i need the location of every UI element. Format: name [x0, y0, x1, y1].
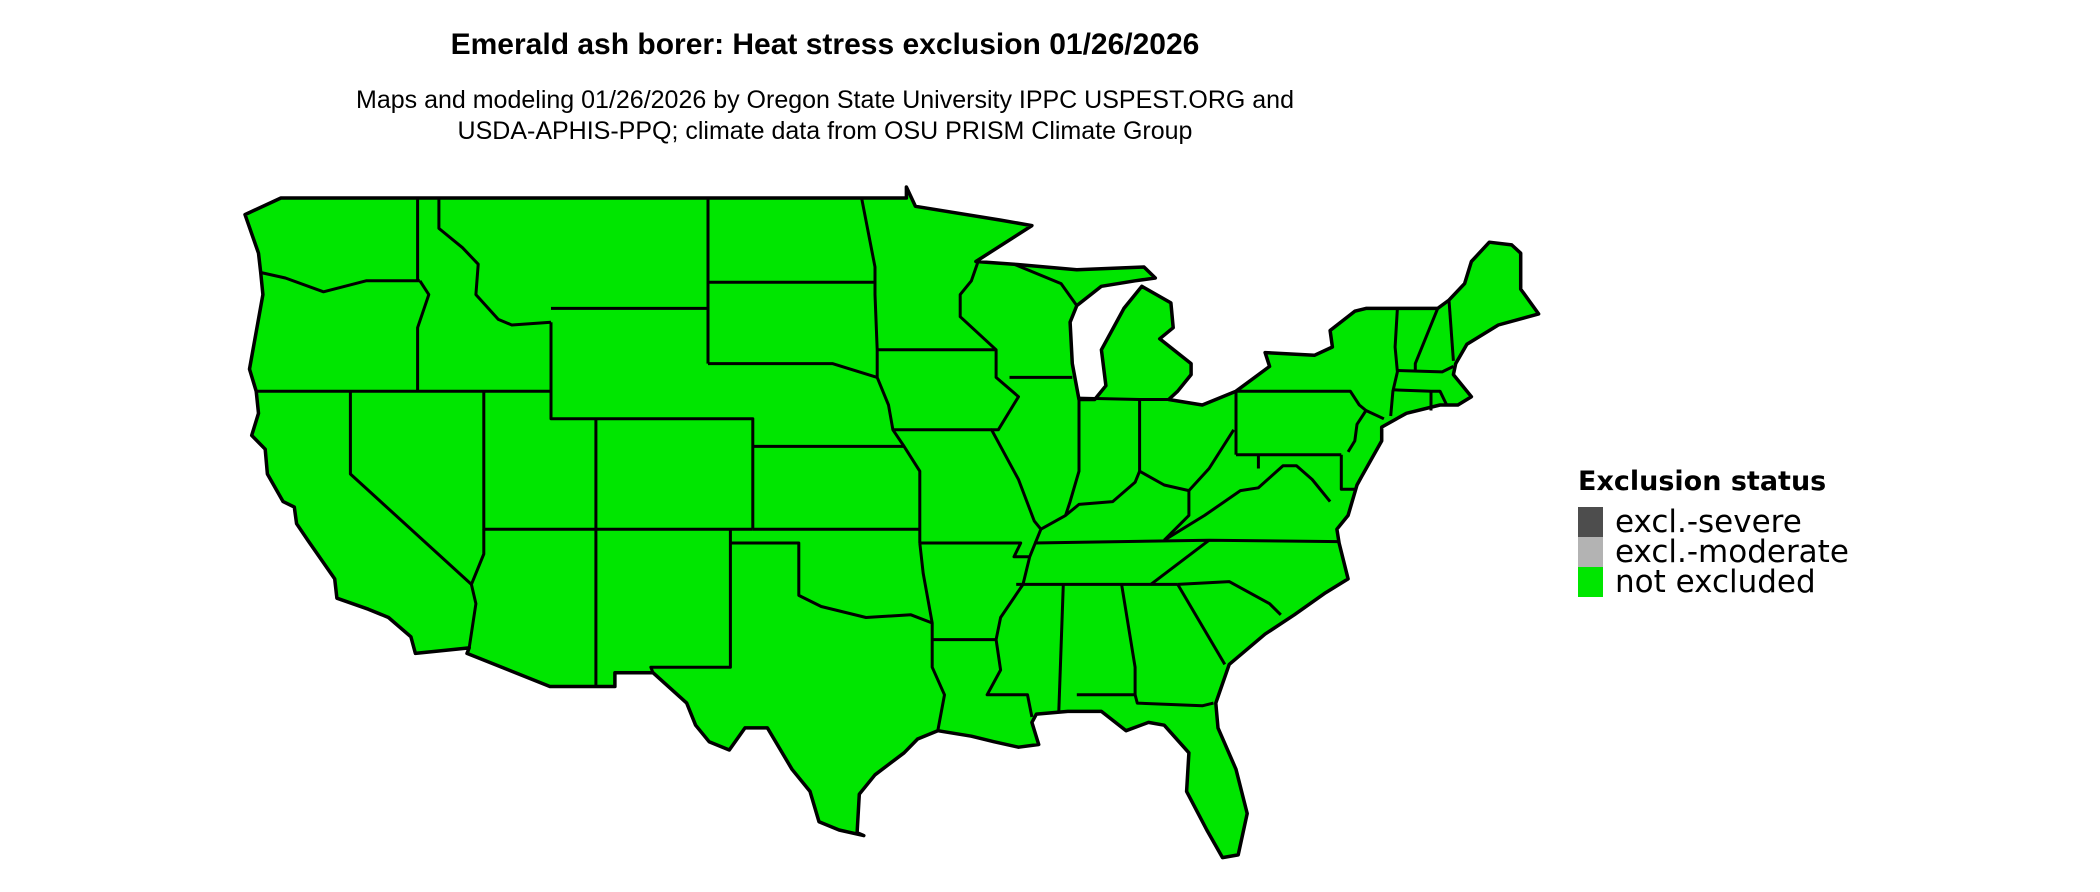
state-borders [256, 197, 1455, 731]
state-border [549, 322, 708, 421]
legend-swatch-not-excluded [1578, 567, 1603, 597]
map-subtitle-line-2: USDA-APHIS-PPQ; climate data from OSU PR… [457, 117, 1193, 145]
legend-title: Exclusion status [1578, 466, 1827, 497]
conus-outline [243, 185, 1541, 860]
state-border [1040, 428, 1235, 531]
conus-land [243, 185, 1541, 860]
map-title: Emerald ash borer: Heat stress exclusion… [450, 28, 1200, 61]
state-border [1013, 262, 1079, 307]
state-border [1392, 388, 1449, 406]
map-subtitle-line-1: Maps and modeling 01/26/2026 by Oregon S… [356, 86, 1294, 114]
state-border [708, 362, 878, 379]
state-border [1064, 399, 1081, 516]
state-border [1149, 539, 1211, 586]
state-border [1339, 454, 1357, 491]
state-border [1057, 584, 1065, 712]
legend-item-severe: excl.-severe [1578, 504, 1849, 540]
state-border [467, 529, 486, 649]
state-border [1397, 365, 1455, 374]
state-border [1365, 409, 1385, 421]
state-border [958, 261, 1043, 718]
legend: Exclusion status excl.-severe excl.-mode… [1578, 466, 1849, 600]
legend-label-not-excluded: not excluded [1615, 564, 1816, 600]
state-border [1176, 583, 1227, 666]
legend-label-moderate: excl.-moderate [1615, 534, 1849, 570]
state-border [1163, 490, 1191, 542]
state-border [1177, 580, 1282, 616]
legend-item-moderate: excl.-moderate [1578, 534, 1849, 570]
state-border [348, 391, 473, 586]
legend-label-severe: excl.-severe [1615, 504, 1802, 540]
state-border [708, 417, 755, 530]
state-border [919, 541, 1030, 559]
state-border [260, 271, 420, 294]
state-border [416, 279, 431, 392]
state-border [1413, 307, 1440, 372]
legend-item-not-excluded: not excluded [1578, 564, 1849, 600]
state-border [649, 529, 732, 674]
state-border [1078, 396, 1169, 401]
state-border [437, 198, 552, 327]
state-border [1163, 464, 1332, 542]
state-border [860, 197, 922, 543]
state-border [730, 541, 933, 625]
state-border [1120, 584, 1137, 695]
legend-swatch-moderate [1578, 537, 1603, 567]
state-border [1447, 299, 1455, 361]
legend-swatch-severe [1578, 507, 1603, 537]
state-border [918, 542, 946, 731]
state-border [1076, 693, 1214, 708]
